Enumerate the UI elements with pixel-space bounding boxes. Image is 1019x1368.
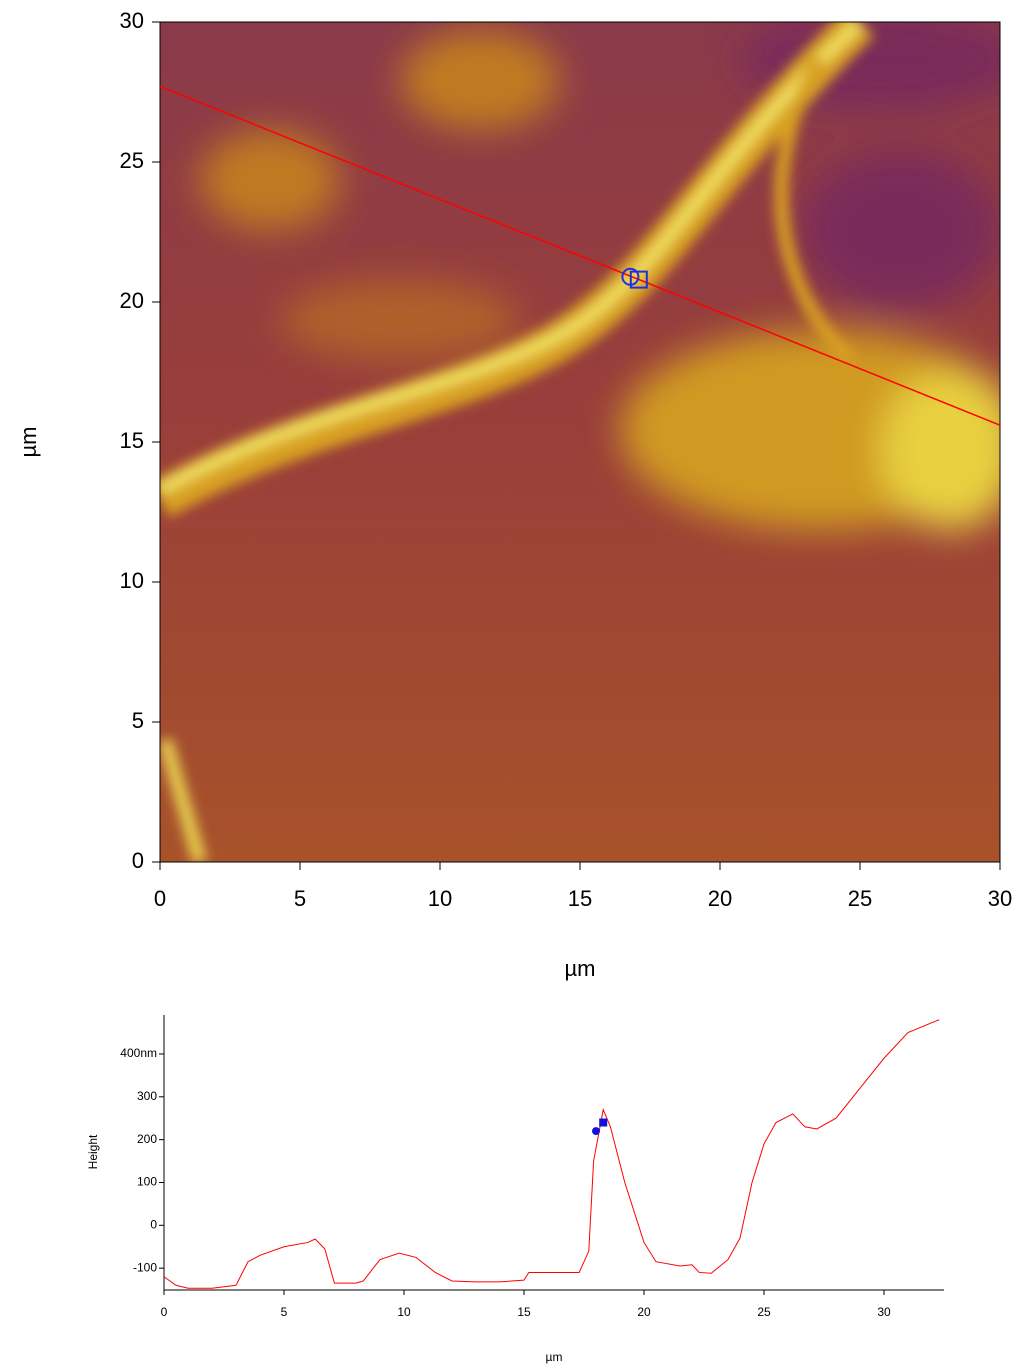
x-tick-label: 10 <box>428 886 452 911</box>
x-tick-label: 5 <box>281 1305 288 1319</box>
x-tick-label: 0 <box>161 1305 168 1319</box>
profile-line <box>159 85 1001 426</box>
y-tick-label: 5 <box>132 708 144 733</box>
y-tick-label: 25 <box>120 148 144 173</box>
x-axis-label: µm <box>546 1350 563 1364</box>
x-tick-label: 30 <box>877 1305 891 1319</box>
y-axis-label: µm <box>16 426 41 457</box>
y-axis-label: Height <box>86 1134 100 1169</box>
y-tick-label: 15 <box>120 428 144 453</box>
cursor-marker <box>629 270 648 289</box>
x-tick-label: 30 <box>988 886 1012 911</box>
x-tick-label: 20 <box>708 886 732 911</box>
y-tick-label: 100 <box>137 1175 157 1189</box>
y-tick-label: 200 <box>137 1132 157 1146</box>
y-tick-label: 30 <box>120 8 144 33</box>
y-tick-label: 0 <box>150 1217 157 1231</box>
y-tick-label: 10 <box>120 568 144 593</box>
profile-line <box>163 1019 940 1289</box>
x-tick-label: 20 <box>637 1305 651 1319</box>
y-tick-label: 20 <box>120 288 144 313</box>
y-tick-label: 400nm <box>120 1046 157 1060</box>
afm-image <box>160 22 1000 862</box>
y-tick-label: -100 <box>133 1260 157 1274</box>
x-tick-label: 25 <box>848 886 872 911</box>
x-tick-label: 25 <box>757 1305 771 1319</box>
x-tick-label: 10 <box>397 1305 411 1319</box>
x-tick-label: 5 <box>294 886 306 911</box>
y-tick-label: 300 <box>137 1089 157 1103</box>
cursor-marker <box>592 1127 600 1136</box>
x-axis-label: µm <box>564 956 595 981</box>
x-tick-label: 0 <box>154 886 166 911</box>
y-tick-label: 0 <box>132 848 144 873</box>
x-tick-label: 15 <box>568 886 592 911</box>
cursor-marker <box>599 1118 608 1127</box>
x-tick-label: 15 <box>517 1305 531 1319</box>
